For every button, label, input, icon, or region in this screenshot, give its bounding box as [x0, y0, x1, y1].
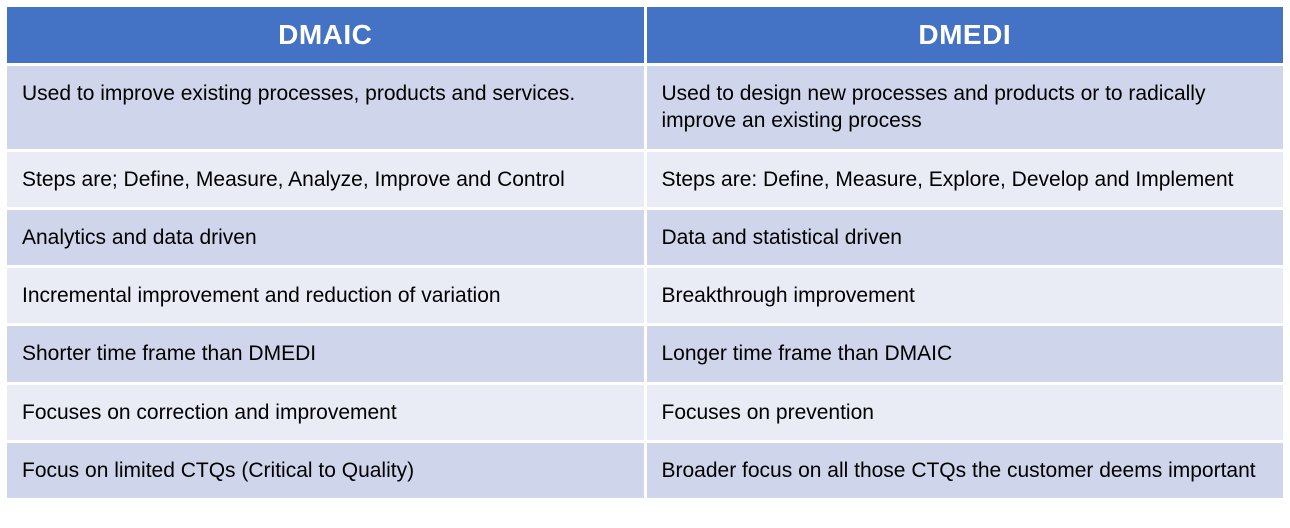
cell-dmaic: Incremental improvement and reduction of… — [7, 268, 644, 323]
table-row: Steps are; Define, Measure, Analyze, Imp… — [7, 152, 1283, 207]
cell-dmedi: Broader focus on all those CTQs the cust… — [647, 443, 1284, 498]
cell-dmedi: Used to design new processes and product… — [647, 66, 1284, 149]
comparison-table: DMAIC DMEDI Used to improve existing pro… — [4, 4, 1286, 501]
cell-dmaic: Focuses on correction and improvement — [7, 385, 644, 440]
table-row: Used to improve existing processes, prod… — [7, 66, 1283, 149]
cell-dmedi: Focuses on prevention — [647, 385, 1284, 440]
header-cell-dmedi: DMEDI — [647, 7, 1284, 63]
cell-dmaic: Shorter time frame than DMEDI — [7, 326, 644, 381]
cell-dmedi: Data and statistical driven — [647, 210, 1284, 265]
table-row: Incremental improvement and reduction of… — [7, 268, 1283, 323]
table-row: Analytics and data driven Data and stati… — [7, 210, 1283, 265]
header-row: DMAIC DMEDI — [7, 7, 1283, 63]
cell-dmaic: Focus on limited CTQs (Critical to Quali… — [7, 443, 644, 498]
table-row: Focuses on correction and improvement Fo… — [7, 385, 1283, 440]
cell-dmedi: Longer time frame than DMAIC — [647, 326, 1284, 381]
cell-dmaic: Used to improve existing processes, prod… — [7, 66, 644, 149]
cell-dmaic: Analytics and data driven — [7, 210, 644, 265]
table-body: Used to improve existing processes, prod… — [7, 66, 1283, 498]
cell-dmedi: Breakthrough improvement — [647, 268, 1284, 323]
header-cell-dmaic: DMAIC — [7, 7, 644, 63]
table-row: Focus on limited CTQs (Critical to Quali… — [7, 443, 1283, 498]
table-header: DMAIC DMEDI — [7, 7, 1283, 63]
cell-dmaic: Steps are; Define, Measure, Analyze, Imp… — [7, 152, 644, 207]
cell-dmedi: Steps are: Define, Measure, Explore, Dev… — [647, 152, 1284, 207]
table-row: Shorter time frame than DMEDI Longer tim… — [7, 326, 1283, 381]
